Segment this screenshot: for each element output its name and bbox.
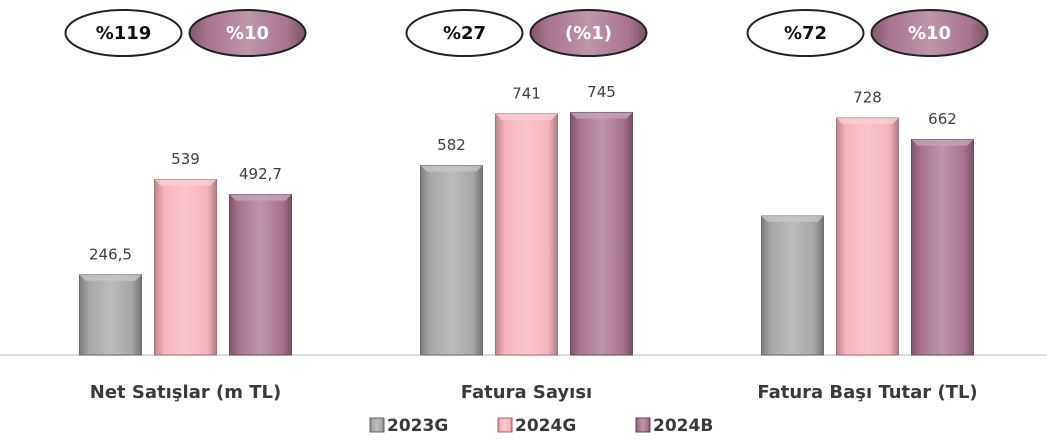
x-tick-label: Fatura Başı Tutar (TL) bbox=[757, 382, 977, 403]
annotation-label: %10 bbox=[226, 23, 269, 44]
data-label: 741 bbox=[512, 84, 541, 102]
bar-bevel bbox=[229, 194, 292, 201]
annotation-oval bbox=[870, 9, 989, 57]
bar-bevel bbox=[420, 165, 483, 172]
bar bbox=[229, 194, 292, 356]
annotation-label: %27 bbox=[443, 23, 486, 44]
annotation-label: %72 bbox=[784, 23, 827, 44]
legend-swatch bbox=[497, 417, 513, 433]
bar-bevel bbox=[911, 139, 974, 146]
annotation-label: (%1) bbox=[565, 23, 612, 44]
annotation-oval bbox=[746, 9, 865, 57]
bar bbox=[495, 113, 558, 356]
bar-bevel bbox=[495, 113, 558, 120]
bar-bevel bbox=[570, 112, 633, 119]
legend-label: 2024G bbox=[515, 416, 576, 436]
bar bbox=[761, 215, 824, 356]
bar bbox=[79, 274, 142, 356]
x-tick-label: Net Satışlar (m TL) bbox=[90, 382, 281, 403]
legend-swatch bbox=[369, 417, 385, 433]
bar-bevel bbox=[79, 274, 142, 281]
annotation-oval bbox=[529, 9, 648, 57]
annotation-label: %10 bbox=[908, 23, 951, 44]
data-label: 662 bbox=[928, 110, 957, 128]
bar bbox=[911, 138, 974, 356]
bar bbox=[570, 111, 633, 356]
bar bbox=[836, 117, 899, 356]
legend-label: 2023G bbox=[387, 416, 448, 436]
bar-bevel bbox=[154, 179, 217, 186]
bar-bevel bbox=[761, 215, 824, 222]
bar-bevel bbox=[836, 117, 899, 124]
bar bbox=[420, 165, 483, 356]
annotation-label: %119 bbox=[96, 23, 152, 44]
data-label: 582 bbox=[437, 136, 466, 154]
data-label: 539 bbox=[171, 150, 200, 168]
annotation-oval bbox=[64, 9, 183, 57]
annotation-oval bbox=[188, 9, 307, 57]
legend-swatch bbox=[635, 417, 651, 433]
annotation-oval bbox=[405, 9, 524, 57]
data-label: 492,7 bbox=[239, 165, 282, 183]
x-tick-label: Fatura Sayısı bbox=[461, 382, 592, 403]
data-label: 728 bbox=[853, 88, 882, 106]
bar bbox=[154, 179, 217, 356]
data-label: 745 bbox=[587, 83, 616, 101]
legend-label: 2024B bbox=[653, 416, 713, 436]
data-label: 246,5 bbox=[89, 245, 132, 263]
